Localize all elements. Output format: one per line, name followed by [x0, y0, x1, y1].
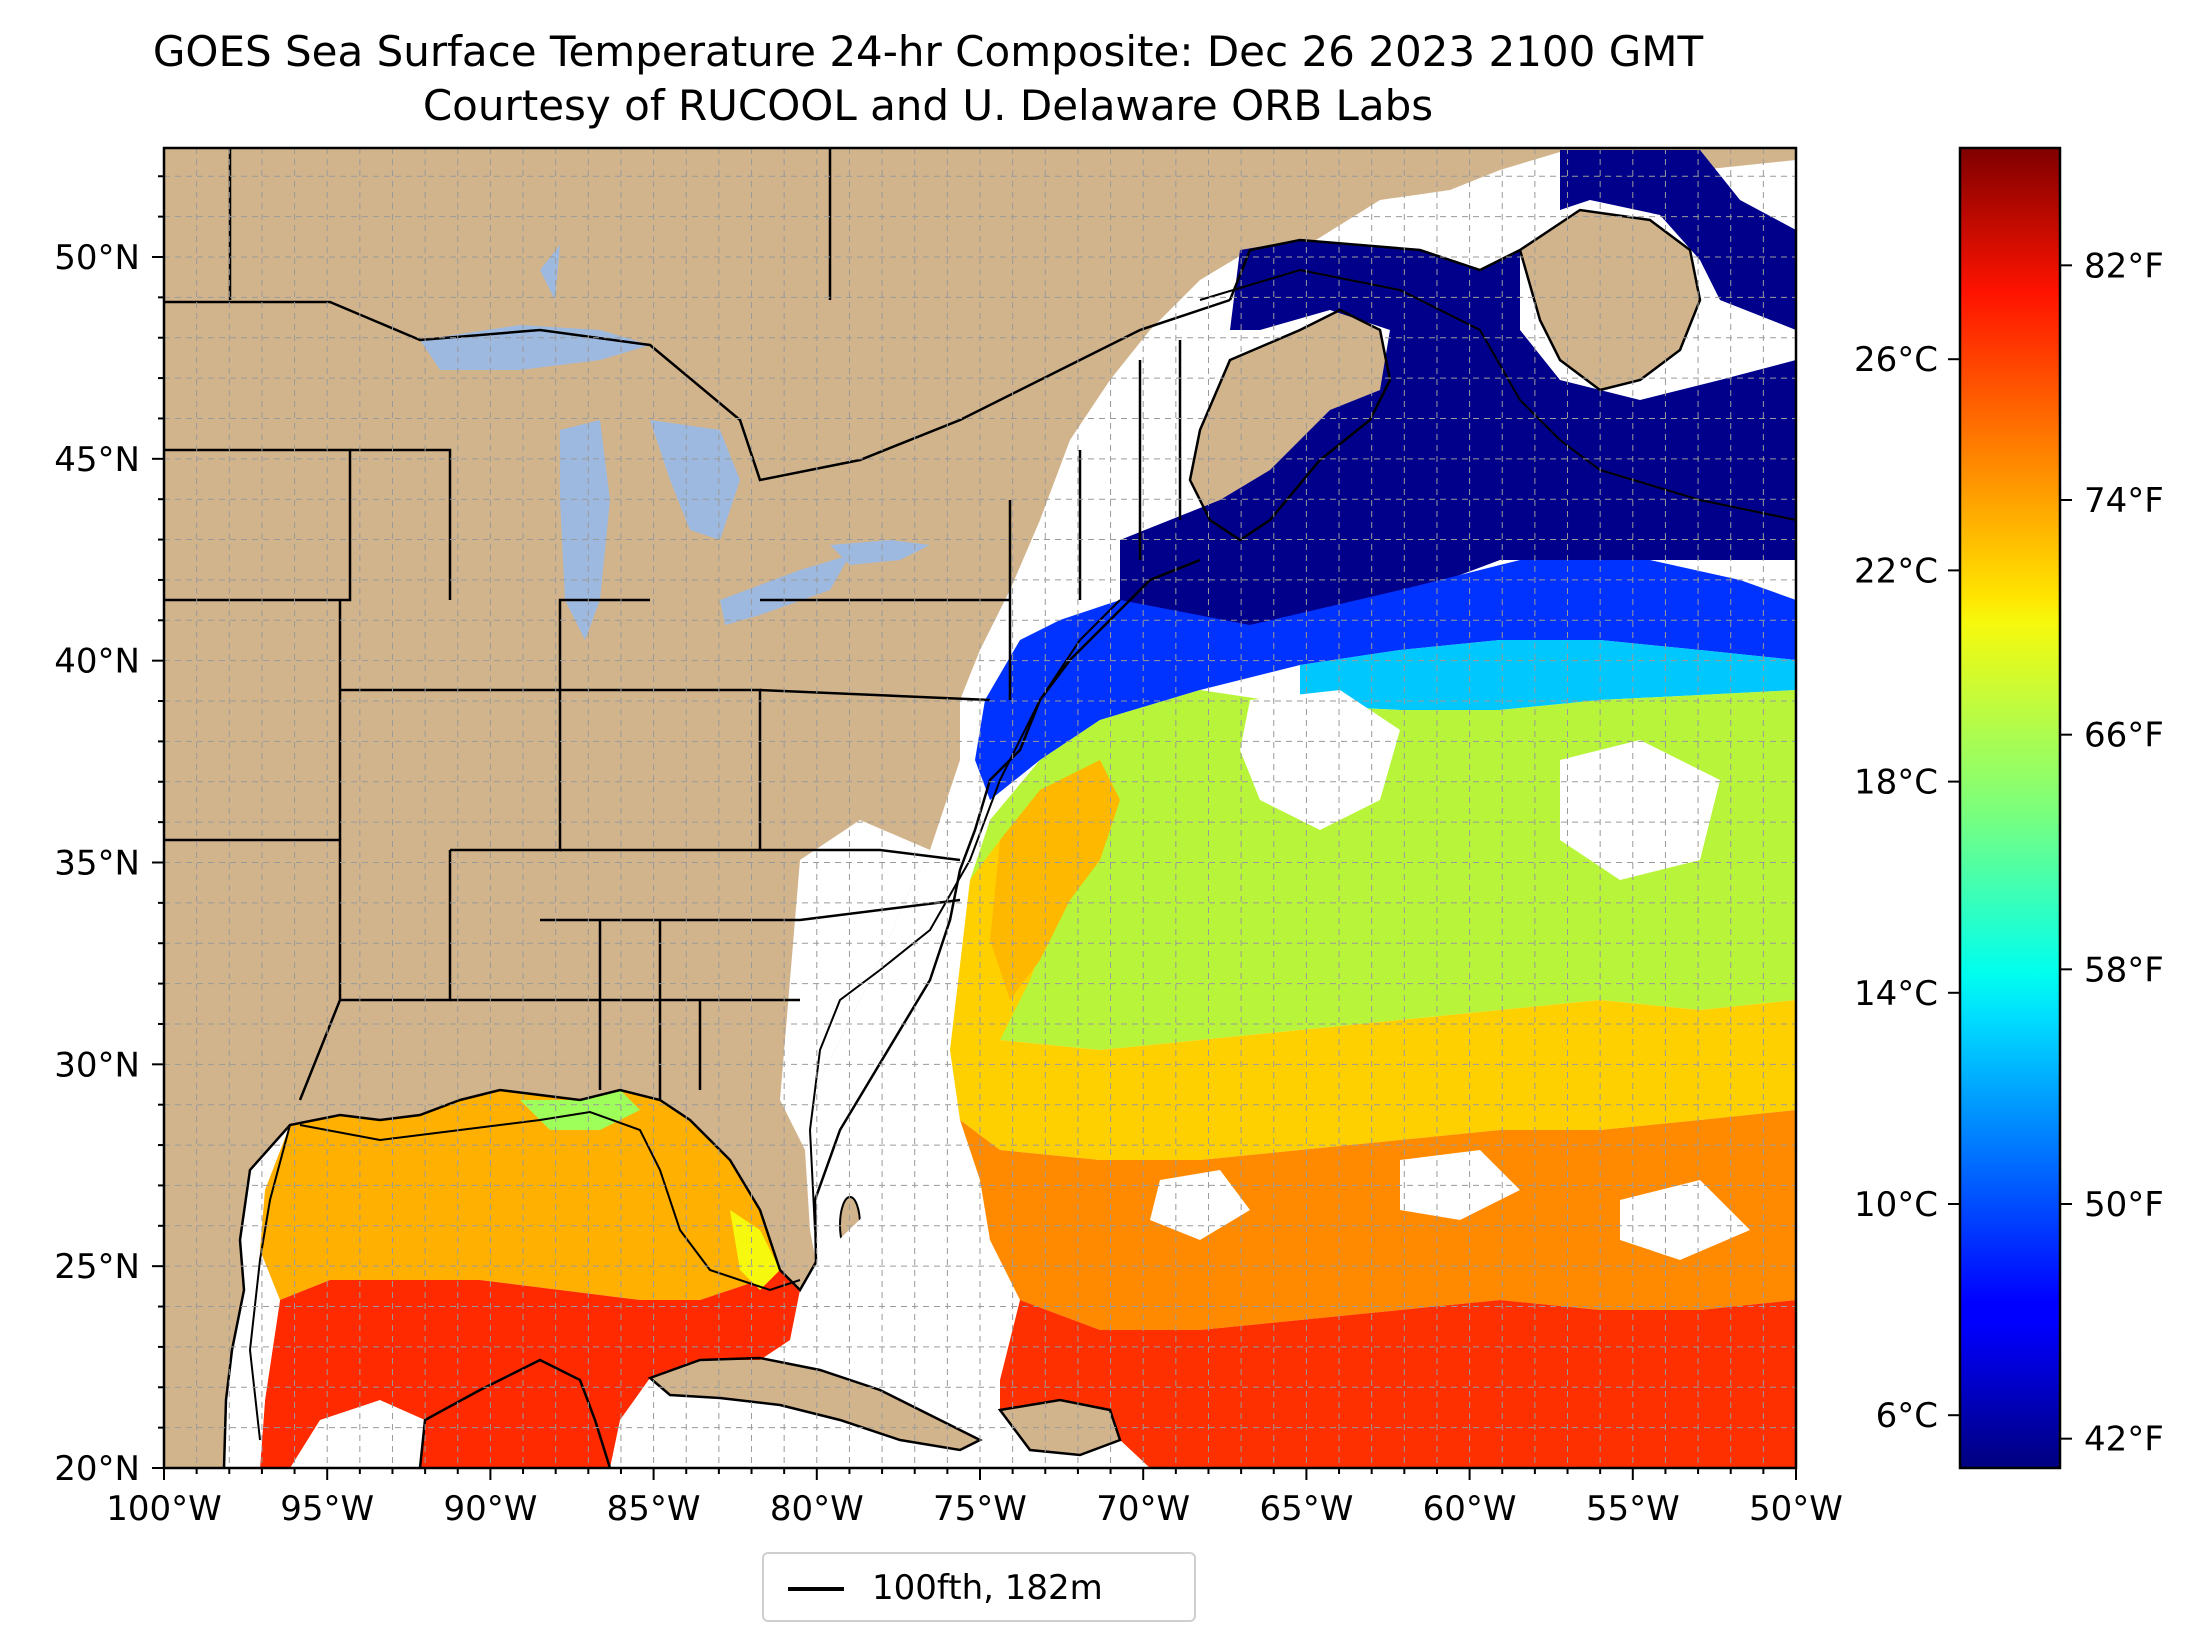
lat-tick-label: 40°N [54, 642, 140, 682]
fahrenheit-tick-label: 82°F [2084, 246, 2164, 286]
legend-isobath-label: 100fth, 182m [872, 1568, 1103, 1608]
lon-tick-label: 95°W [280, 1489, 374, 1529]
lat-tick-label: 30°N [54, 1045, 140, 1085]
map-title: GOES Sea Surface Temperature 24-hr Compo… [152, 27, 1704, 76]
fahrenheit-tick-label: 42°F [2084, 1420, 2164, 1460]
gridlines [164, 148, 1796, 1468]
fahrenheit-tick-label: 50°F [2084, 1185, 2164, 1225]
colorbar-celsius-axis: 6°C 10°C 14°C 18°C 22°C 26°C [1854, 340, 1960, 1436]
map-panel [164, 148, 1796, 1468]
map-subtitle: Courtesy of RUCOOL and U. Delaware ORB L… [422, 81, 1434, 130]
longitude-axis: 100°W 95°W 90°W 85°W 80°W 75°W 70°W 65°W 60°W 55°… [106, 1468, 1843, 1529]
fahrenheit-tick-label: 74°F [2084, 481, 2164, 521]
sst-cyan-front [1300, 640, 1796, 710]
celsius-tick-label: 22°C [1854, 551, 1938, 591]
land-cuba [650, 1358, 980, 1450]
lon-tick-label: 80°W [770, 1489, 864, 1529]
sst-cold-labrador [1560, 150, 1796, 330]
lon-tick-label: 90°W [443, 1489, 537, 1529]
lon-tick-label: 75°W [933, 1489, 1027, 1529]
colorbar: 6°C 10°C 14°C 18°C 22°C 26°C 42°F 50°F 58°F 66°F… [1854, 146, 2164, 1470]
lon-tick-label: 60°W [1423, 1489, 1517, 1529]
isobath-100fth [248, 268, 1796, 1441]
lon-tick-label: 50°W [1749, 1489, 1843, 1529]
legend: 100fth, 182m [762, 1552, 1196, 1622]
celsius-tick-label: 10°C [1854, 1185, 1938, 1225]
lat-tick-label: 25°N [54, 1247, 140, 1287]
sst-gulf-red [260, 1270, 800, 1468]
sst-yellow-band [950, 800, 1796, 1160]
lon-tick-label: 65°W [1259, 1489, 1353, 1529]
sst-gulf-orange [260, 1090, 780, 1300]
lat-tick-label: 45°N [54, 440, 140, 480]
lat-tick-label: 35°N [54, 843, 140, 883]
coastlines [222, 208, 1702, 1468]
political-borders [164, 148, 1231, 1101]
sst-orange-band [960, 1110, 1796, 1330]
land-newfoundland [1520, 210, 1700, 390]
lat-tick-label: 20°N [54, 1449, 140, 1489]
sst-red-band [1000, 1300, 1796, 1468]
legend-isobath-line [788, 1587, 844, 1591]
sst-florida-west-yellow [730, 1210, 780, 1290]
lon-tick-label: 100°W [106, 1489, 222, 1529]
lon-tick-label: 55°W [1586, 1489, 1680, 1529]
celsius-tick-label: 14°C [1854, 974, 1938, 1014]
latitude-axis: 20°N 25°N 30°N 35°N 40°N 45°N 50°N [54, 175, 164, 1489]
lon-tick-label: 70°W [1096, 1489, 1190, 1529]
lon-tick-label: 85°W [607, 1489, 701, 1529]
sst-gulf-stream-orange [990, 760, 1120, 1000]
sst-cold-canada [1120, 240, 1796, 630]
celsius-tick-label: 18°C [1854, 763, 1938, 803]
colorbar-fahrenheit-axis: 42°F 50°F 58°F 66°F 74°F 82°F [2060, 246, 2164, 1460]
colorbar-gradient [1958, 146, 2062, 1470]
lat-tick-label: 50°N [54, 238, 140, 278]
celsius-tick-label: 6°C [1876, 1396, 1938, 1436]
land-maritimes [1190, 310, 1390, 540]
celsius-tick-label: 26°C [1854, 340, 1938, 380]
fahrenheit-tick-label: 58°F [2084, 950, 2164, 990]
fahrenheit-tick-label: 66°F [2084, 716, 2164, 756]
